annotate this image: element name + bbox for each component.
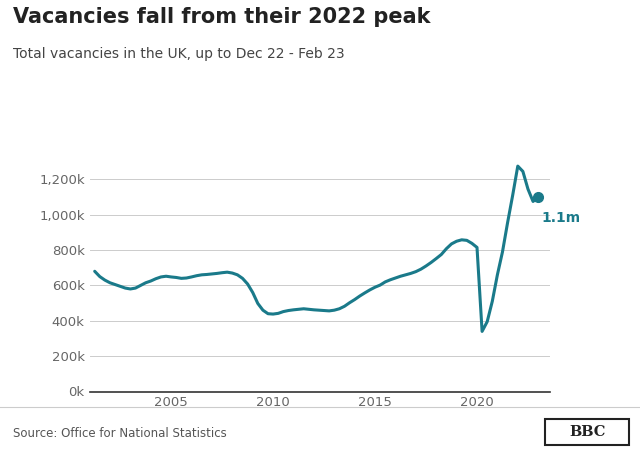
Text: Total vacancies in the UK, up to Dec 22 - Feb 23: Total vacancies in the UK, up to Dec 22 … bbox=[13, 47, 344, 61]
Text: BBC: BBC bbox=[569, 425, 605, 439]
Text: Vacancies fall from their 2022 peak: Vacancies fall from their 2022 peak bbox=[13, 7, 430, 27]
Text: Source: Office for National Statistics: Source: Office for National Statistics bbox=[13, 427, 227, 440]
FancyBboxPatch shape bbox=[545, 419, 629, 445]
Text: 1.1m: 1.1m bbox=[541, 211, 580, 225]
